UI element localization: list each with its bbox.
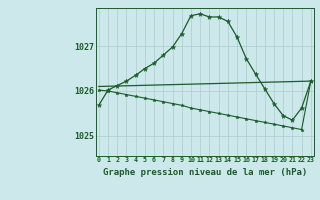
X-axis label: Graphe pression niveau de la mer (hPa): Graphe pression niveau de la mer (hPa) [103, 168, 307, 177]
